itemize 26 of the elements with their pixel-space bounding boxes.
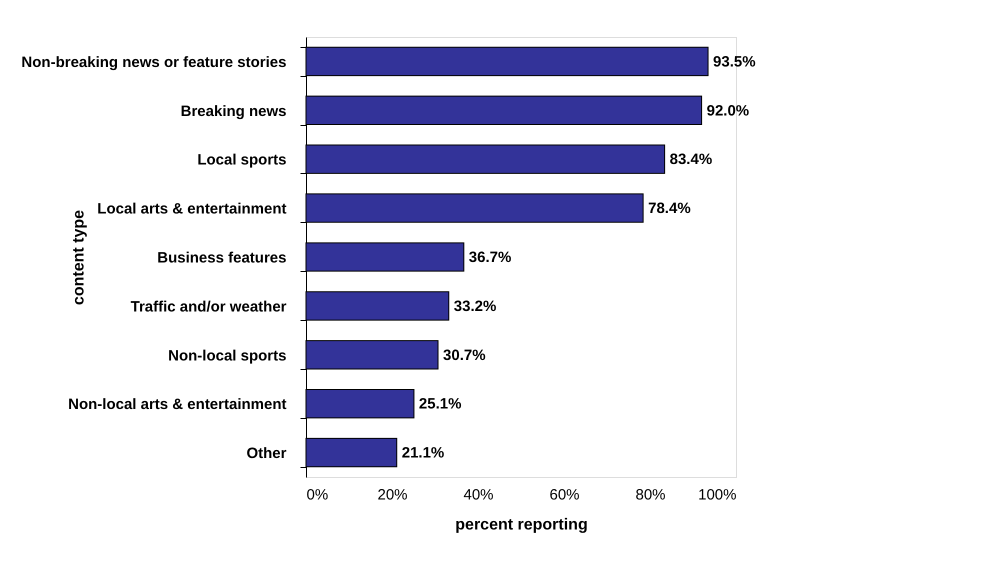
x-tick-label: 20% (377, 486, 408, 504)
data-label: 78.4% (648, 200, 691, 218)
data-label: 21.1% (402, 444, 444, 462)
data-label: 25.1% (418, 396, 462, 413)
y-tick-label: Business features (157, 250, 286, 266)
x-tick-label: 40% (463, 486, 494, 504)
data-label: 33.2% (454, 298, 496, 315)
y-tick-label: Non-breaking news or feature stories (21, 54, 286, 71)
y-tick-label: Traffic and/or weather (130, 298, 287, 316)
data-label: 30.7% (443, 346, 486, 364)
data-label: 92.0% (706, 102, 750, 120)
data-label: 36.7% (468, 249, 512, 266)
x-tick-label: 100% (698, 486, 736, 504)
data-label: 93.5% (713, 53, 756, 70)
y-tick-label: Non-local sports (168, 347, 286, 364)
x-tick-label: 80% (635, 486, 666, 504)
y-tick-label: Breaking news (180, 102, 286, 120)
x-tick-label: 0% (306, 486, 328, 504)
y-tick-label: Other (246, 445, 287, 462)
x-tick-label: 60% (549, 486, 580, 504)
y-tick-label: Local arts & entertainment (97, 200, 286, 218)
y-tick-label: Local sports (197, 152, 286, 169)
y-axis-title: content type (70, 210, 88, 306)
x-axis-title: percent reporting (455, 516, 588, 534)
data-label: 83.4% (670, 151, 712, 168)
y-tick-label: Non-local arts & entertainment (68, 396, 286, 414)
